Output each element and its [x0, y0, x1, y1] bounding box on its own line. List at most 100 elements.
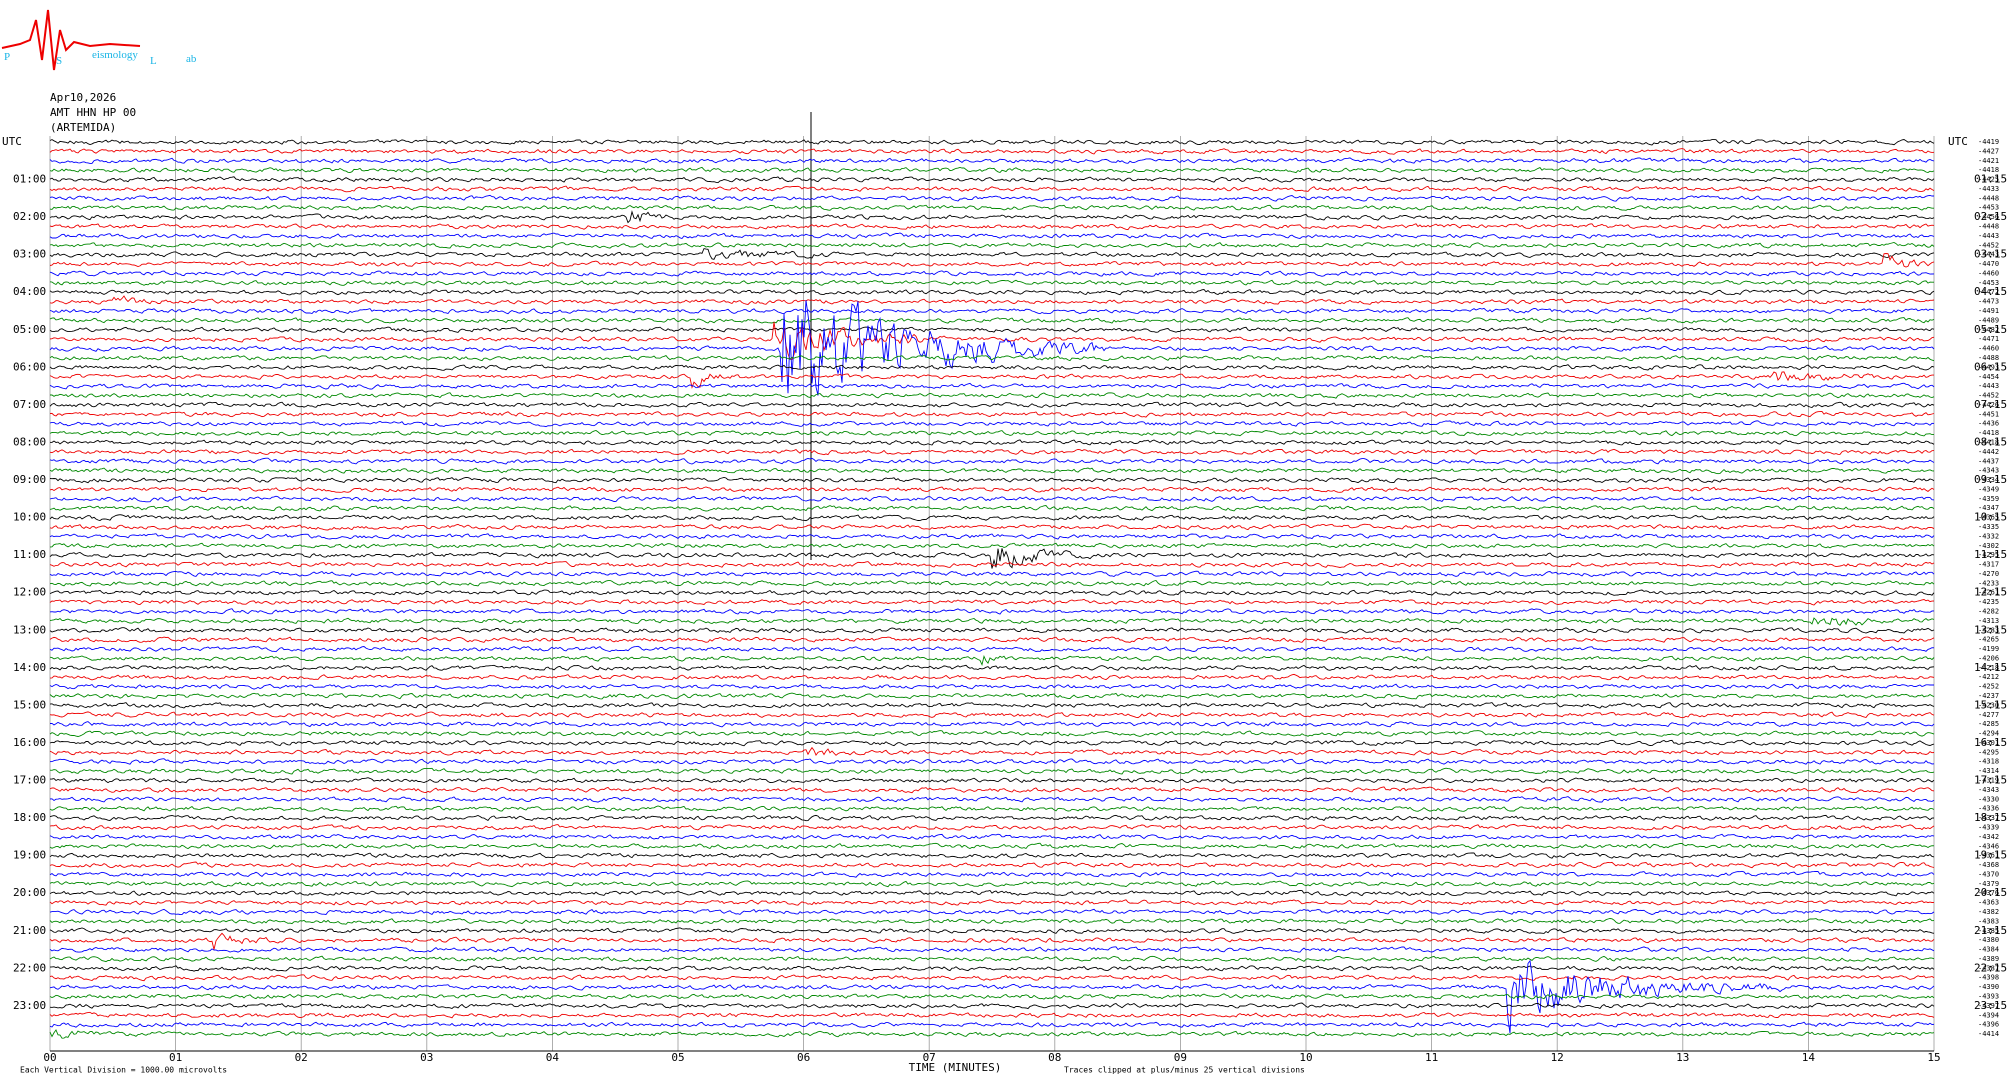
trace-offset: -4383 — [1978, 917, 1999, 925]
trace — [49, 476, 1935, 484]
trace — [49, 223, 1935, 231]
trace — [49, 683, 1935, 690]
trace-offset: -4359 — [1978, 495, 1999, 503]
trace — [49, 139, 1935, 146]
hour-label: 17:00 — [13, 774, 46, 787]
trace — [49, 796, 1935, 803]
trace-offset: -4237 — [1978, 692, 1999, 700]
hour-label: 09:00 — [13, 473, 46, 486]
trace — [49, 777, 1935, 784]
trace — [49, 548, 1935, 569]
time-tick-label: 11 — [1425, 1051, 1438, 1064]
trace-offset: -4379 — [1978, 880, 1999, 888]
trace-offset: -4394 — [1978, 1011, 1999, 1019]
hour-label: 01:15 — [1974, 173, 2007, 186]
trace — [49, 673, 1935, 681]
logo-letter: S — [56, 55, 62, 67]
trace-offset: -4206 — [1978, 654, 1999, 662]
trace-offset: -4265 — [1978, 636, 1999, 644]
trace-offset: -4460 — [1978, 345, 1999, 353]
trace-offset: -4433 — [1978, 185, 1999, 193]
trace-offset: -4418 — [1978, 429, 1999, 437]
trace — [49, 166, 1935, 174]
trace-offset: -4318 — [1978, 758, 1999, 766]
time-tick-label: 00 — [43, 1051, 56, 1064]
labels: 00 01 02 03 04 05 06 07 08 09 10 11 12 13 14 15 01:00 02:… — [13, 138, 2007, 1064]
trace — [49, 364, 1935, 371]
hour-label: 10:00 — [13, 511, 46, 524]
hour-label: 12:15 — [1974, 586, 2007, 599]
clip-note: Traces clipped at plus/minus 25 vertical… — [1064, 1066, 1305, 1075]
trace-offset: -4361 — [1978, 852, 1999, 860]
trace — [49, 746, 1935, 757]
hour-label: 13:15 — [1974, 623, 2007, 636]
hour-label: 06:00 — [13, 360, 46, 373]
trace — [49, 505, 1935, 512]
trace — [49, 300, 1935, 396]
trace — [49, 486, 1935, 493]
trace — [49, 1002, 1935, 1010]
time-tick-label: 09 — [1174, 1051, 1187, 1064]
trace-offset: -4451 — [1978, 410, 1999, 418]
trace — [49, 185, 1935, 193]
trace-offset: -4382 — [1978, 908, 1999, 916]
trace — [49, 889, 1935, 897]
hour-label: 02:00 — [13, 210, 46, 223]
hour-label: 15:00 — [13, 698, 46, 711]
trace — [49, 852, 1935, 859]
trace — [49, 317, 1935, 324]
trace-offset: -4302 — [1978, 542, 1999, 550]
trace — [49, 814, 1935, 822]
trace — [49, 664, 1935, 671]
trace — [49, 767, 1935, 775]
trace — [49, 955, 1935, 963]
trace — [49, 204, 1934, 211]
trace — [49, 974, 1935, 982]
trace — [49, 570, 1935, 578]
time-tick-label: 02 — [295, 1051, 308, 1064]
trace — [49, 514, 1935, 522]
trace — [49, 270, 1935, 277]
trace — [49, 1029, 1935, 1039]
hour-label: 04:15 — [1974, 285, 2007, 298]
trace-offset: -4385 — [1978, 927, 1999, 935]
hour-label: 01:00 — [13, 173, 46, 186]
logo-text: eismology — [92, 49, 138, 61]
trace — [49, 932, 1935, 950]
channel: AMT HHN HP 00 — [50, 106, 136, 119]
trace-offset: -4384 — [1978, 946, 1999, 954]
trace — [49, 307, 1935, 315]
time-tick-label: 10 — [1299, 1051, 1312, 1064]
trace-offset: -4282 — [1978, 608, 1999, 616]
time-tick-label: 06 — [797, 1051, 810, 1064]
trace-offset: -4443 — [1978, 251, 1999, 259]
trace-offset: -4443 — [1978, 232, 1999, 240]
trace — [49, 645, 1935, 653]
trace — [49, 627, 1935, 634]
trace — [49, 927, 1935, 934]
hour-label: 18:00 — [13, 811, 46, 824]
trace — [49, 253, 1935, 268]
trace — [49, 411, 1935, 418]
time-axis-title: TIME (MINUTES) — [909, 1061, 1002, 1074]
hour-label: 10:15 — [1974, 511, 2007, 524]
trace-offset: -4397 — [1978, 1002, 1999, 1010]
trace-offset: -4330 — [1978, 795, 1999, 803]
trace — [49, 439, 1935, 446]
trace — [49, 993, 1935, 1000]
trace — [49, 730, 1935, 737]
trace-offset: -4437 — [1978, 457, 1999, 465]
trace — [49, 965, 1935, 972]
logo: P S L eismology ab — [1, 9, 197, 71]
trace-offset: -4332 — [1978, 532, 1999, 540]
trace-offset: -4442 — [1978, 448, 1999, 456]
trace — [49, 823, 1935, 831]
trace — [50, 392, 1935, 399]
trace — [49, 382, 1935, 390]
hour-label: 06:15 — [1974, 360, 2007, 373]
trace-offset: -4488 — [1978, 354, 1999, 362]
hour-label: 22:15 — [1974, 961, 2007, 974]
trace — [49, 289, 1935, 296]
time-tick-label: 05 — [671, 1051, 684, 1064]
hour-label: 07:00 — [13, 398, 46, 411]
